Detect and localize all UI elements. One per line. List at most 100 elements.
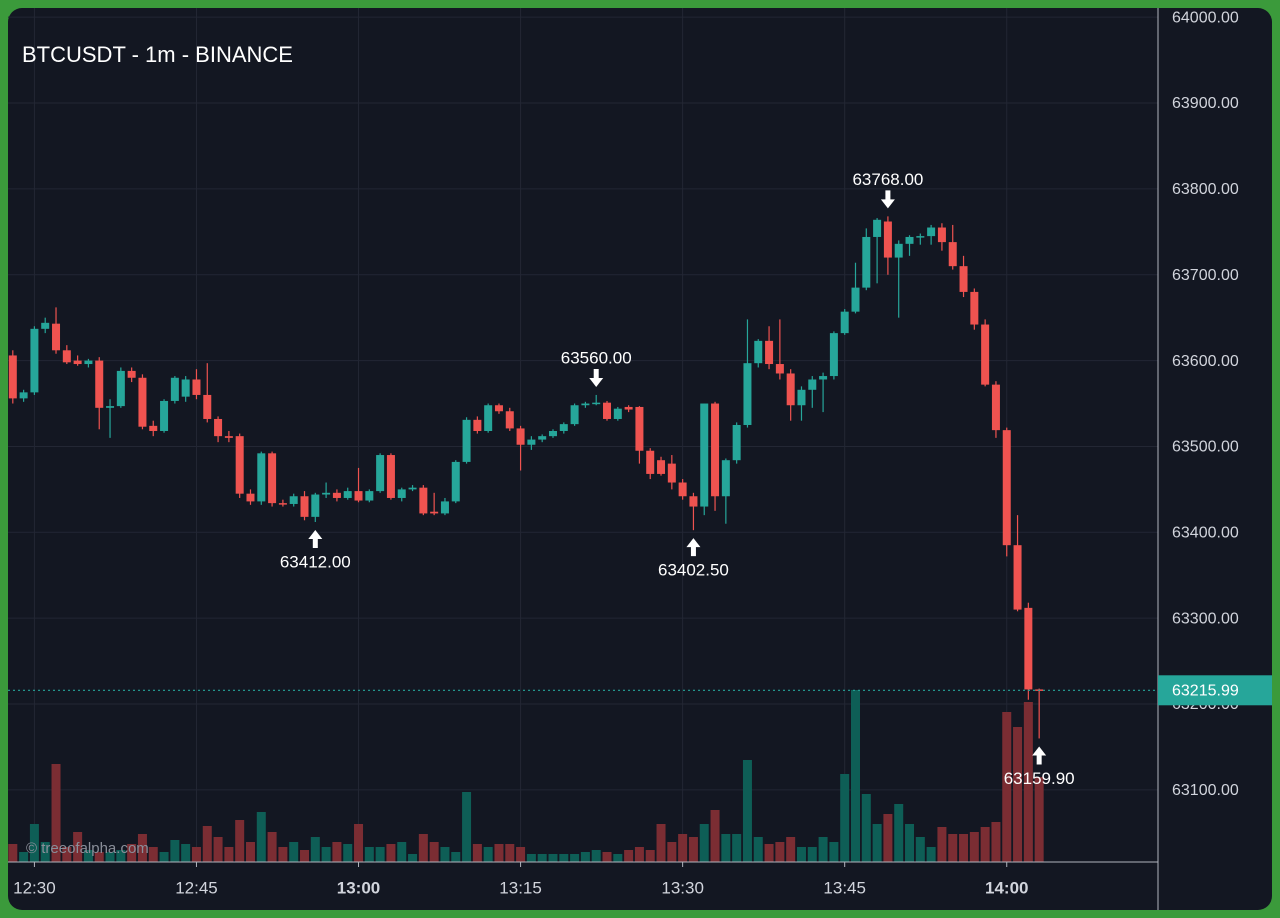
candle-body: [127, 370, 136, 378]
y-tick-label: 63100.00: [1172, 782, 1239, 799]
y-tick-label: 63800.00: [1172, 181, 1239, 198]
candle-body: [397, 489, 406, 498]
volume-bar: [181, 844, 191, 862]
candle-body: [559, 424, 568, 431]
annotation-arrow: [308, 530, 323, 549]
annotation-label: 63768.00: [852, 170, 923, 189]
candle-body: [840, 311, 849, 334]
candle-body: [592, 402, 601, 405]
candle-body: [440, 501, 449, 514]
volume-bar: [472, 844, 482, 862]
volume-bar: [516, 847, 526, 862]
candle-body: [991, 384, 1000, 431]
candle-body: [300, 496, 309, 517]
volume-bar: [948, 834, 958, 862]
volume-bar: [613, 854, 623, 862]
candle-body: [916, 236, 925, 238]
candle-body: [203, 394, 212, 419]
candle-body: [581, 403, 590, 406]
volume-bar: [829, 842, 839, 862]
candle-body: [386, 455, 395, 498]
candle-body: [505, 411, 514, 429]
volume-bar: [775, 842, 785, 862]
volume-bar: [321, 847, 331, 862]
y-tick-label: 63300.00: [1172, 610, 1239, 627]
volume-bar: [8, 844, 18, 862]
volume-bar: [959, 834, 969, 862]
candle-body: [700, 403, 709, 507]
candle-body: [419, 487, 428, 514]
y-tick-label: 63600.00: [1172, 353, 1239, 370]
candle-body: [851, 287, 860, 312]
volume-bar: [796, 847, 806, 862]
candle-body: [948, 242, 957, 267]
volume-layer: [8, 690, 1044, 862]
candle-body: [613, 408, 622, 419]
volume-bar: [786, 837, 796, 862]
candle-body: [181, 379, 190, 397]
x-tick-label: 13:45: [823, 878, 866, 897]
volume-bar: [62, 847, 72, 862]
candle-body: [8, 355, 17, 399]
volume-bar: [354, 824, 364, 862]
volume-bar: [667, 842, 677, 862]
volume-bar: [364, 847, 374, 862]
volume-bar: [915, 837, 925, 862]
candle-body: [603, 402, 612, 419]
y-tick-label: 63700.00: [1172, 267, 1239, 284]
annotation-label: 63560.00: [561, 348, 632, 367]
x-tick-label: 12:45: [175, 878, 218, 897]
candle-body: [937, 227, 946, 243]
candle-body: [473, 419, 482, 431]
candle-body: [786, 373, 795, 406]
candle-body: [170, 377, 179, 401]
candle-body: [527, 439, 536, 445]
y-tick-label: 63500.00: [1172, 439, 1239, 456]
volume-bar: [310, 837, 320, 862]
volume-bar: [148, 847, 158, 862]
volume-bar: [602, 852, 612, 862]
volume-bar: [267, 832, 277, 862]
candle-body: [894, 243, 903, 258]
candle-body: [311, 494, 320, 517]
candle-body: [721, 460, 730, 497]
candle-body: [224, 436, 233, 438]
candle-body: [732, 424, 741, 461]
candle-body: [30, 328, 39, 393]
volume-bar: [905, 824, 915, 862]
candle-body: [548, 431, 557, 437]
volume-bar: [1034, 777, 1044, 862]
volume-bar: [926, 847, 936, 862]
candle-body: [354, 491, 363, 501]
x-tick-label: 14:00: [985, 878, 1028, 897]
volume-bar: [818, 837, 828, 862]
annotation-arrow: [589, 368, 604, 387]
volume-bar: [580, 852, 590, 862]
candle-body: [106, 406, 115, 408]
candle-body: [743, 363, 752, 425]
volume-bar: [19, 852, 29, 862]
x-tick-label: 13:30: [661, 878, 704, 897]
candle-body: [430, 511, 439, 514]
chart-title: BTCUSDT - 1m - BINANCE: [22, 42, 293, 67]
candle-body: [41, 322, 50, 329]
volume-bar: [256, 812, 266, 862]
annotation-label: 63159.90: [1004, 769, 1075, 788]
volume-bar: [991, 822, 1001, 862]
volume-bar: [699, 824, 709, 862]
volume-bar: [213, 837, 223, 862]
volume-bar: [483, 847, 493, 862]
x-tick-label: 13:00: [337, 878, 380, 897]
candle-body: [73, 360, 82, 365]
x-tick-label: 12:30: [13, 878, 56, 897]
volume-bar: [872, 824, 882, 862]
candle-body: [981, 324, 990, 385]
candle-body: [451, 461, 460, 502]
volume-bar: [980, 827, 990, 862]
volume-bar: [202, 826, 212, 862]
annotation-arrow: [1032, 746, 1047, 765]
candle-body: [257, 453, 266, 502]
candle-body: [192, 379, 201, 395]
volume-bar: [634, 847, 644, 862]
candle-body: [635, 406, 644, 451]
